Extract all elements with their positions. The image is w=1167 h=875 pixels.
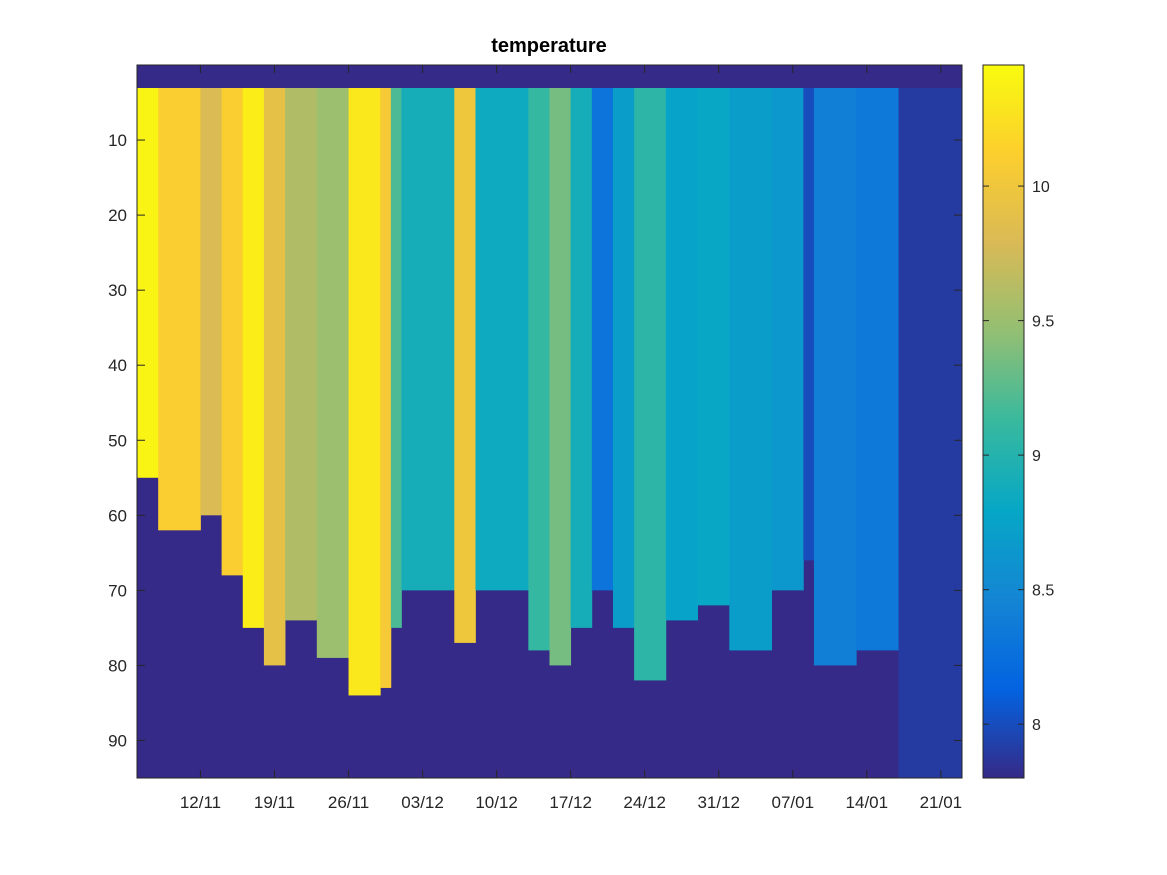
heatmap-column <box>316 88 349 658</box>
heatmap-column <box>612 88 635 628</box>
x-tick-label: 12/11 <box>180 793 221 812</box>
colorbar-tick-label: 8 <box>1032 717 1041 734</box>
colorbar-tick-label: 8.5 <box>1032 583 1054 600</box>
x-tick-label: 10/12 <box>475 793 518 812</box>
heatmap-plot-area <box>136 64 963 779</box>
heatmap-column <box>137 88 159 478</box>
plot-frame <box>136 64 963 779</box>
x-tick-label: 07/01 <box>771 793 814 812</box>
y-tick-label: 70 <box>108 581 127 600</box>
y-tick-label: 50 <box>108 431 127 450</box>
heatmap-column <box>813 88 857 666</box>
heatmap-column <box>803 88 815 561</box>
chart-title: temperature <box>491 35 607 57</box>
y-tick-label: 30 <box>108 281 127 300</box>
y-tick-label: 20 <box>108 206 127 225</box>
heatmap-column <box>380 88 392 688</box>
heatmap-column <box>263 88 286 666</box>
heatmap-column <box>475 88 529 591</box>
heatmap-column <box>221 88 244 576</box>
colorbar-tick-label: 10 <box>1032 179 1050 196</box>
heatmap-column <box>158 88 201 531</box>
x-tick-label: 03/12 <box>401 793 444 812</box>
heatmap-column <box>591 88 614 591</box>
x-tick-label: 31/12 <box>697 793 740 812</box>
heatmap-column <box>528 88 550 651</box>
heatmap-column <box>570 88 593 628</box>
heatmap-column <box>454 88 476 643</box>
colorbar-tick-label: 9.5 <box>1032 314 1054 331</box>
heatmap-column <box>401 88 455 591</box>
surface-band <box>137 65 962 88</box>
y-tick-label: 90 <box>108 731 127 750</box>
colorbar: 8 8.5 9 9.5 10 <box>982 64 1054 779</box>
heatmap-column <box>771 88 804 591</box>
x-tick-label: 19/11 <box>254 793 295 812</box>
heatmap-column <box>390 88 402 628</box>
heatmap-column <box>549 88 572 666</box>
x-tick-label: 24/12 <box>623 793 666 812</box>
y-tick-label: 60 <box>108 506 127 525</box>
heatmap-column <box>348 88 381 696</box>
y-tick-label: 40 <box>108 356 127 375</box>
heatmap-column <box>285 88 318 621</box>
x-tick-label: 26/11 <box>328 793 369 812</box>
heatmap-column <box>634 88 667 681</box>
heatmap-column <box>200 88 223 516</box>
heatmap-column <box>665 88 698 621</box>
colorbar-gradient <box>982 64 1025 779</box>
y-tick-label: 80 <box>108 656 127 675</box>
colorbar-tick-label: 9 <box>1032 448 1041 465</box>
heatmap-column <box>856 88 899 651</box>
x-axis: 12/11 19/11 26/11 03/12 10/12 17/12 24/12 31/12… <box>180 65 962 812</box>
heatmap-column <box>697 88 730 606</box>
y-axis: 10 20 30 40 50 60 70 80 90 <box>108 131 962 750</box>
heatmap-column <box>729 88 773 651</box>
y-tick-label: 10 <box>108 131 127 150</box>
heatmap-column <box>898 88 963 778</box>
x-tick-label: 17/12 <box>549 793 592 812</box>
x-tick-label: 21/01 <box>920 793 963 812</box>
heatmap-column <box>242 88 265 628</box>
x-tick-label: 14/01 <box>846 793 889 812</box>
